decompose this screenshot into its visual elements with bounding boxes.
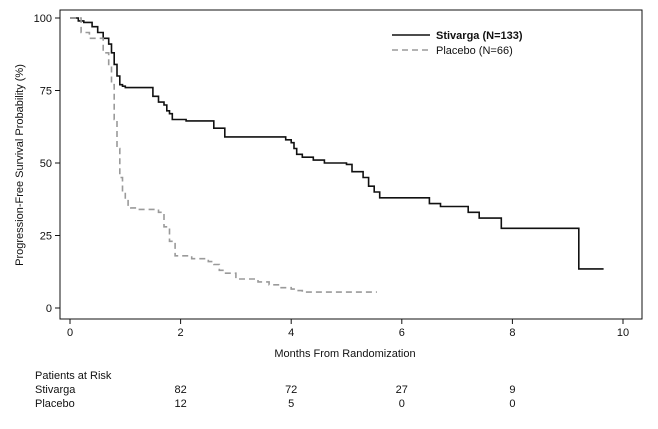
- y-tick-label: 100: [34, 13, 52, 25]
- x-tick-label: 6: [399, 327, 405, 339]
- series-line-placebo: [70, 17, 377, 293]
- x-tick-label: 2: [178, 327, 184, 339]
- risk-cell-stivarga: 72: [285, 384, 298, 396]
- x-tick-label: 4: [288, 327, 294, 339]
- risk-row-label-placebo: Placebo: [35, 398, 75, 410]
- y-tick-label: 0: [46, 303, 52, 315]
- legend-label-stivarga: Stivarga (N=133): [436, 30, 523, 42]
- legend: Stivarga (N=133) Placebo (N=66): [392, 30, 523, 57]
- x-tick-label: 0: [67, 327, 73, 339]
- x-axis-title: Months From Randomization: [274, 348, 415, 360]
- y-tick-label: 25: [40, 231, 52, 243]
- plot-frame: [59, 9, 643, 320]
- x-tick-label: 10: [617, 327, 629, 339]
- risk-cell-placebo: 0: [398, 398, 405, 410]
- series-group: [70, 17, 604, 293]
- series-line-stivarga: [70, 17, 604, 270]
- risk-cell-stivarga: 82: [174, 384, 187, 396]
- risk-cell-placebo: 0: [509, 398, 516, 410]
- y-axis-title: Progression-Free Survival Probability (%…: [14, 64, 26, 266]
- risk-cell-placebo: 12: [174, 398, 187, 410]
- y-tick-label: 75: [40, 86, 52, 98]
- risk-row-label-stivarga: Stivarga: [35, 384, 76, 396]
- risk-cell-placebo: 5: [288, 398, 295, 410]
- x-tick-label: 8: [509, 327, 515, 339]
- risk-cell-stivarga: 9: [509, 384, 516, 396]
- legend-label-placebo: Placebo (N=66): [436, 45, 513, 57]
- risk-table-title: Patients at Risk: [35, 370, 112, 382]
- risk-cell-stivarga: 27: [395, 384, 408, 396]
- y-tick-label: 50: [40, 158, 52, 170]
